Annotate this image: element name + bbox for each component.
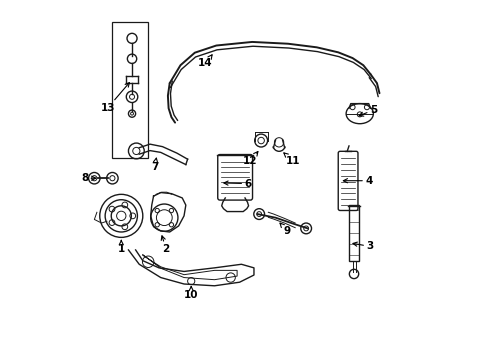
- Text: 11: 11: [284, 153, 301, 166]
- Text: 5: 5: [359, 105, 377, 116]
- Text: 8: 8: [81, 173, 96, 183]
- Bar: [349, 205, 359, 261]
- Text: 9: 9: [280, 223, 291, 236]
- Text: 4: 4: [343, 176, 372, 186]
- Text: 14: 14: [198, 55, 213, 68]
- Text: 7: 7: [151, 158, 158, 172]
- Text: 6: 6: [224, 179, 251, 189]
- Text: 13: 13: [101, 83, 129, 113]
- Text: 2: 2: [161, 236, 170, 254]
- Text: 3: 3: [353, 241, 373, 251]
- Bar: [112, 22, 148, 158]
- Text: 12: 12: [243, 152, 258, 166]
- Text: 10: 10: [184, 287, 198, 301]
- Text: 1: 1: [118, 240, 125, 254]
